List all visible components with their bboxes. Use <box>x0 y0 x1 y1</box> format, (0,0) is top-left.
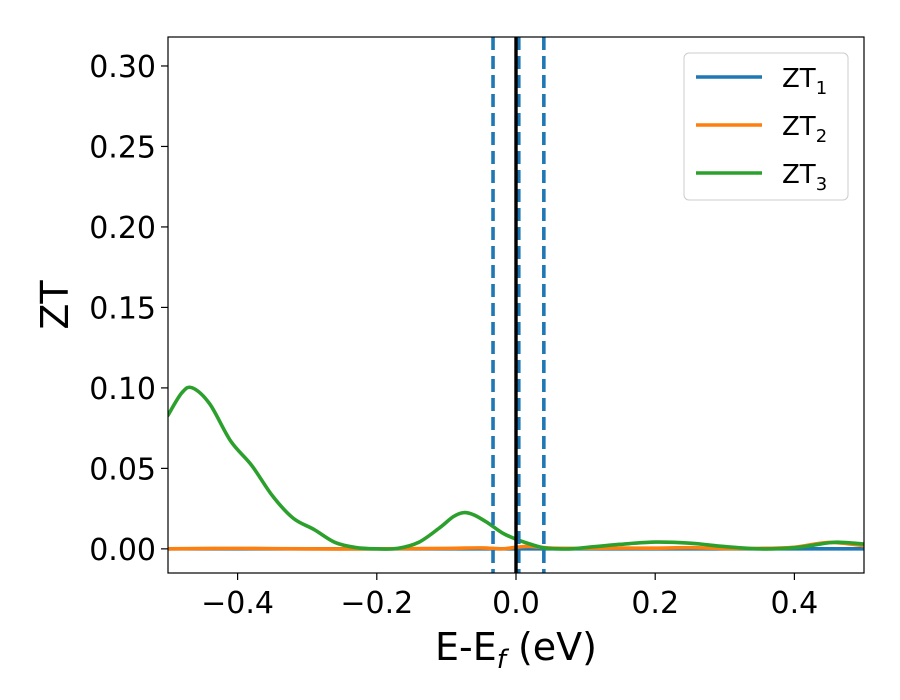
legend-label-zt2: ZT2 <box>782 112 827 147</box>
y-tick-label: 0.20 <box>89 211 156 246</box>
y-tick-label: 0.25 <box>89 130 156 165</box>
x-tick-label: 0.4 <box>771 586 819 621</box>
y-tick-label: 0.30 <box>89 50 156 85</box>
x-axis: −0.4 −0.2 0.0 0.2 0.4 <box>201 573 818 621</box>
y-axis: 0.00 0.05 0.10 0.15 0.20 0.25 0.30 <box>89 50 168 568</box>
x-tick-label: −0.2 <box>340 586 413 621</box>
reference-lines <box>491 37 546 573</box>
x-tick-label: 0.0 <box>492 586 540 621</box>
y-axis-label: ZT <box>33 280 77 330</box>
x-axis-label: E-Ef (eV) <box>435 625 597 675</box>
series-line-zt3 <box>168 385 864 551</box>
legend-label-zt3: ZT3 <box>782 160 827 195</box>
legend-label-zt1: ZT1 <box>782 64 827 99</box>
x-tick-label: 0.2 <box>631 586 679 621</box>
legend: ZT1 ZT2 ZT3 <box>683 52 849 201</box>
y-tick-label: 0.10 <box>89 372 156 407</box>
x-tick-label: −0.4 <box>201 586 274 621</box>
y-tick-label: 0.15 <box>89 291 156 326</box>
y-tick-label: 0.00 <box>89 533 156 568</box>
y-tick-label: 0.05 <box>89 452 156 487</box>
legend-box <box>683 52 849 201</box>
